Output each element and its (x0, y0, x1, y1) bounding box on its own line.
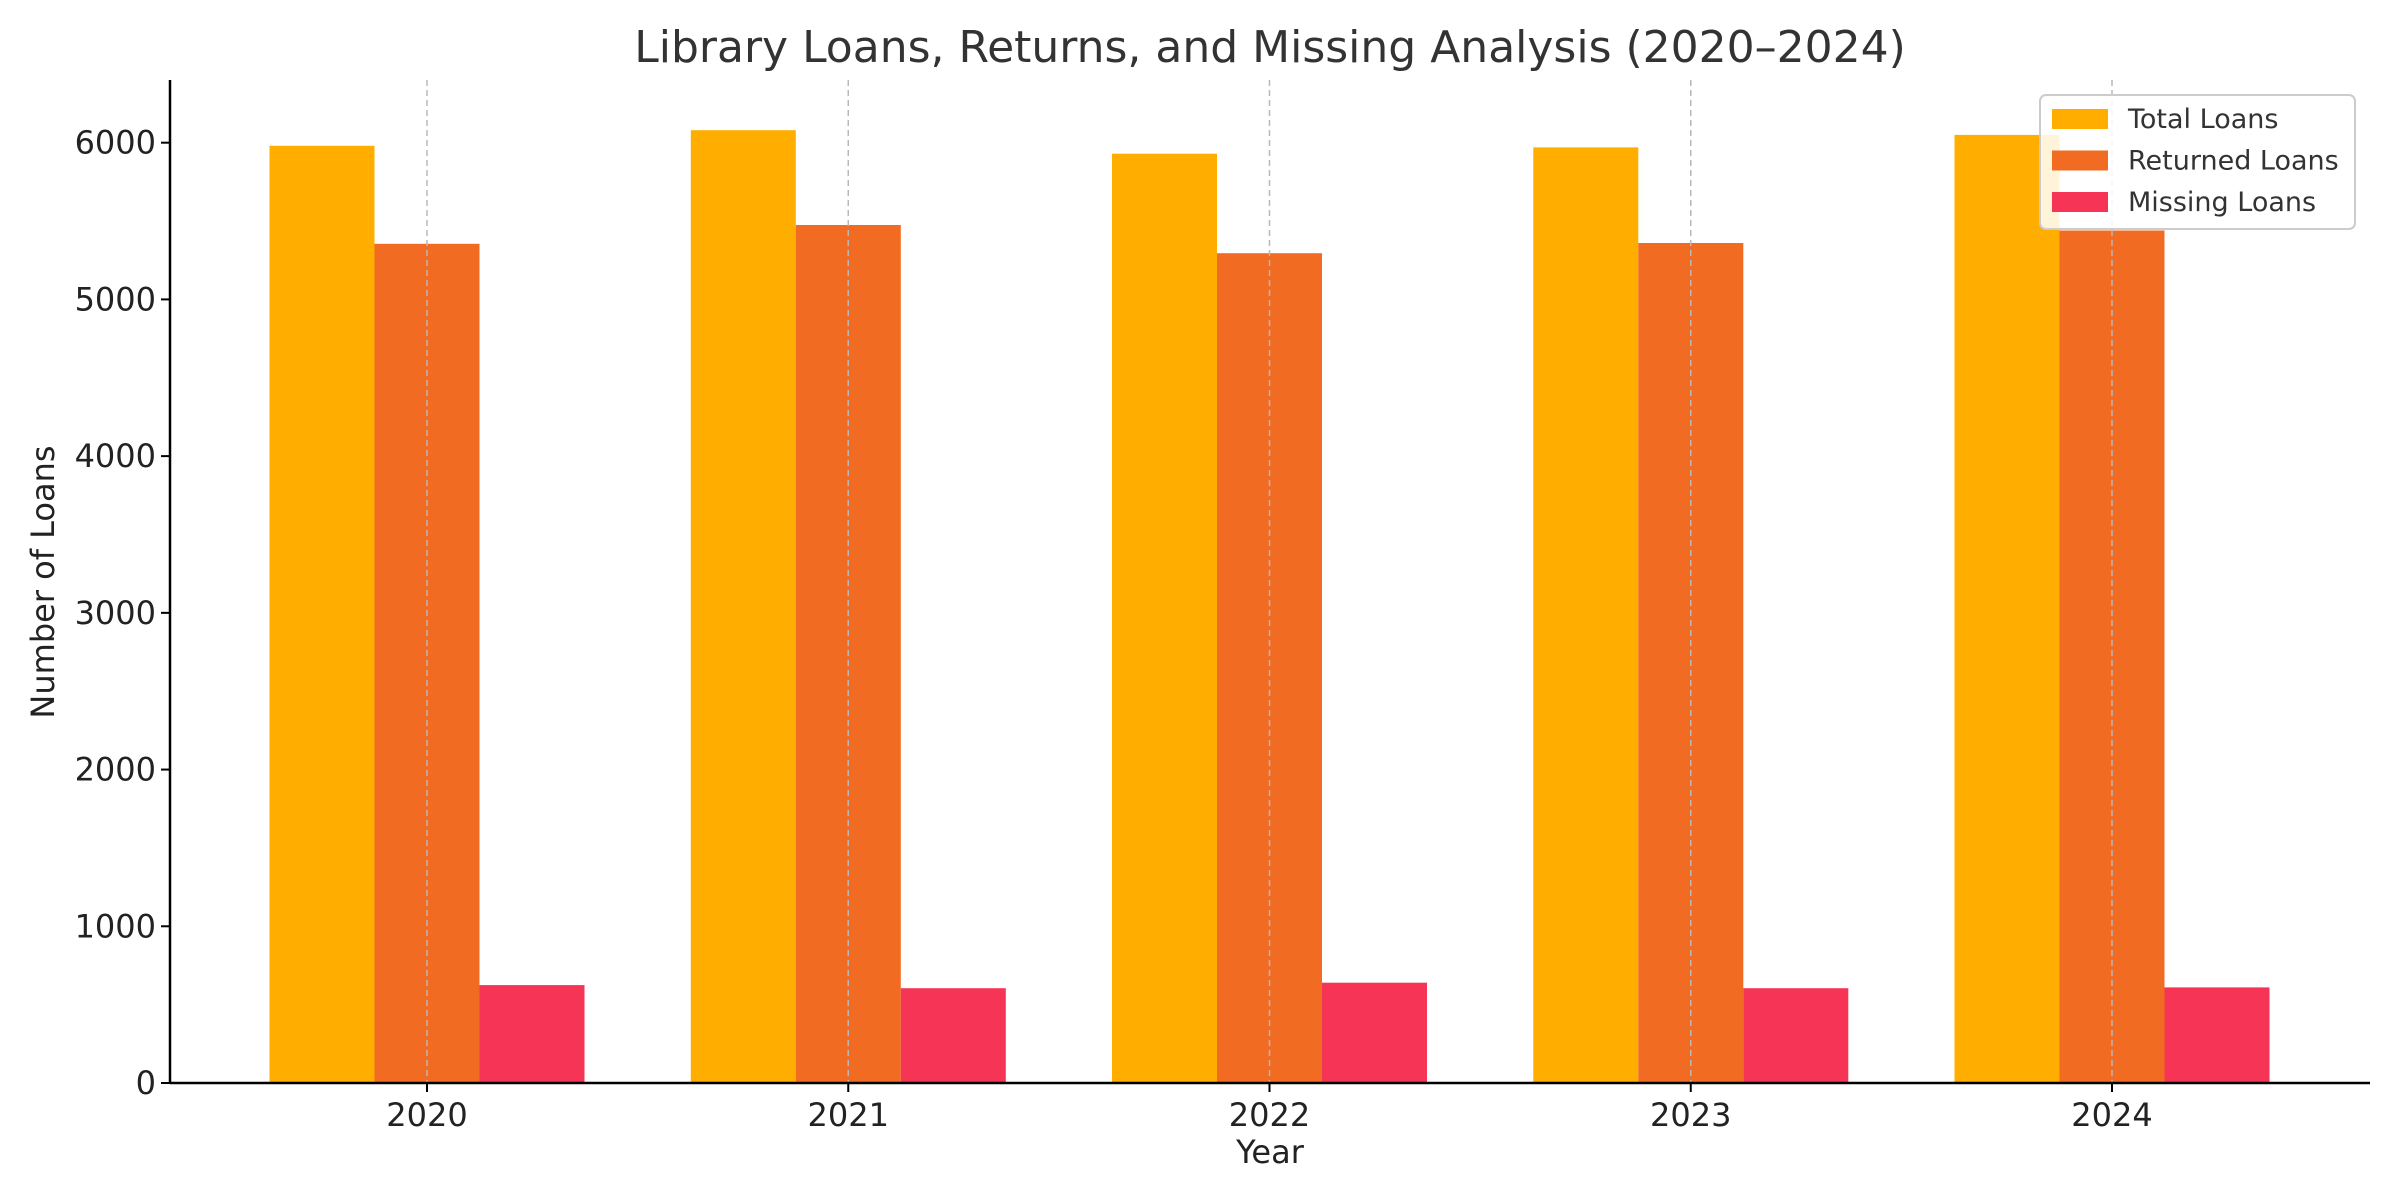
chart-title: Library Loans, Returns, and Missing Anal… (634, 22, 1906, 73)
bar-total-loans-2023 (1533, 147, 1639, 1083)
legend-label: Missing Loans (2128, 187, 2316, 218)
bar-returned-loans-2022 (1217, 253, 1322, 1083)
x-axis-label: Year (1235, 1133, 1305, 1171)
legend-swatch (2052, 150, 2108, 171)
bar-missing-loans-2020 (479, 985, 585, 1083)
y-tick-label: 0 (136, 1064, 156, 1102)
bar-total-loans-2020 (269, 145, 375, 1084)
bar-missing-loans-2021 (900, 988, 1006, 1083)
legend-box (2039, 94, 2356, 230)
x-tick-label: 2023 (1650, 1096, 1731, 1134)
y-axis-label: Number of Loans (24, 445, 62, 718)
grid-lines (426, 80, 2113, 1083)
x-tick-label: 2021 (808, 1096, 889, 1134)
bar-total-loans-2024 (1954, 134, 2060, 1083)
bar-missing-loans-2023 (1743, 988, 1849, 1083)
x-tick-label: 2024 (2071, 1096, 2152, 1134)
x-tick-label: 2020 (386, 1096, 467, 1134)
legend: Total Loans Returned Loans Missing Loans (2039, 94, 2356, 230)
y-tick-label: 6000 (75, 124, 156, 162)
bar-missing-loans-2022 (1322, 982, 1427, 1083)
y-tick-label: 1000 (75, 907, 156, 945)
y-tick-label: 2000 (75, 751, 156, 789)
tick-labels: 0 1000 2000 3000 4000 5000 6000 2020 2021 2022 202… (75, 124, 2153, 1134)
legend-label: Total Loans (2127, 104, 2278, 135)
legend-swatch (2052, 109, 2108, 129)
y-tick-label: 3000 (75, 594, 156, 632)
legend-label: Returned Loans (2128, 146, 2339, 177)
bar-missing-loans-2024 (2164, 987, 2270, 1083)
y-tick-label: 4000 (75, 437, 156, 475)
y-tick-label: 5000 (75, 280, 156, 318)
bar-total-loans-2021 (690, 130, 796, 1083)
legend-swatch (2052, 192, 2108, 212)
bar-total-loans-2022 (1112, 153, 1217, 1083)
x-tick-label: 2022 (1229, 1096, 1310, 1134)
